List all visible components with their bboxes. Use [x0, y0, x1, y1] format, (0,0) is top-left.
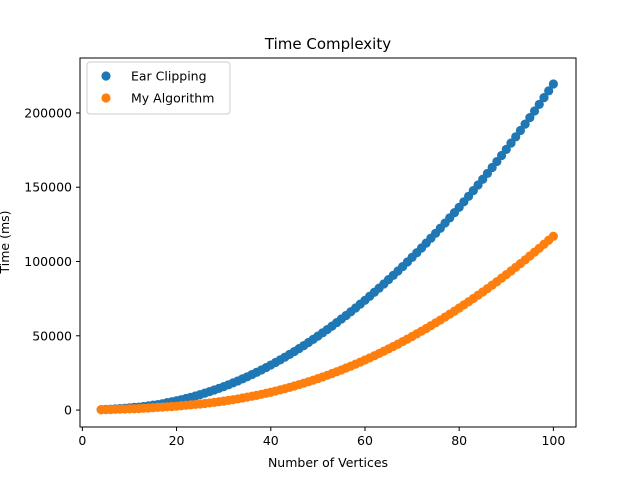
data-point [525, 112, 535, 123]
x-tick-label: 40 [263, 433, 279, 448]
y-axis: 0 50000 100000 150000 200000 [24, 105, 80, 418]
data-point [544, 86, 554, 96]
legend-marker [101, 93, 111, 103]
x-tick-label: 100 [541, 433, 565, 448]
x-tick-label: 20 [169, 433, 185, 448]
y-tick-label: 200000 [24, 105, 72, 120]
data-point [506, 138, 516, 148]
data-point [529, 106, 540, 116]
legend-marker [101, 71, 111, 81]
data-point [501, 144, 511, 154]
data-point [520, 119, 530, 129]
y-tick-label: 150000 [24, 180, 72, 195]
x-tick-label: 60 [357, 433, 373, 448]
y-tick-label: 50000 [32, 328, 72, 343]
y-tick-label: 0 [64, 403, 72, 418]
data-point [515, 125, 526, 136]
series-2 [96, 231, 558, 415]
data-points [96, 79, 558, 415]
legend-label: Ear Clipping [131, 69, 207, 84]
data-point [539, 93, 549, 103]
y-axis-label: Time (ms) [0, 210, 12, 274]
legend-label: My Algorithm [131, 91, 214, 106]
x-axis: 0 20 40 60 80 100 [78, 427, 565, 448]
data-point [548, 79, 558, 89]
data-point [511, 132, 521, 142]
chart-title: Time Complexity [264, 35, 391, 53]
plot-frame [79, 57, 577, 428]
data-point [534, 99, 544, 109]
legend: Ear Clipping My Algorithm [86, 61, 231, 115]
x-axis-label: Number of Vertices [268, 455, 388, 470]
x-tick-label: 0 [78, 433, 86, 448]
y-tick-label: 100000 [24, 254, 72, 269]
x-tick-label: 80 [451, 433, 467, 448]
legend-box [86, 61, 231, 115]
data-point [548, 231, 558, 241]
